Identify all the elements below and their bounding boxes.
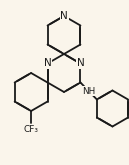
Text: N: N [60, 11, 68, 21]
Text: N: N [44, 59, 51, 68]
Text: NH: NH [82, 86, 95, 96]
Text: N: N [77, 59, 84, 68]
Text: CF₃: CF₃ [24, 125, 39, 133]
